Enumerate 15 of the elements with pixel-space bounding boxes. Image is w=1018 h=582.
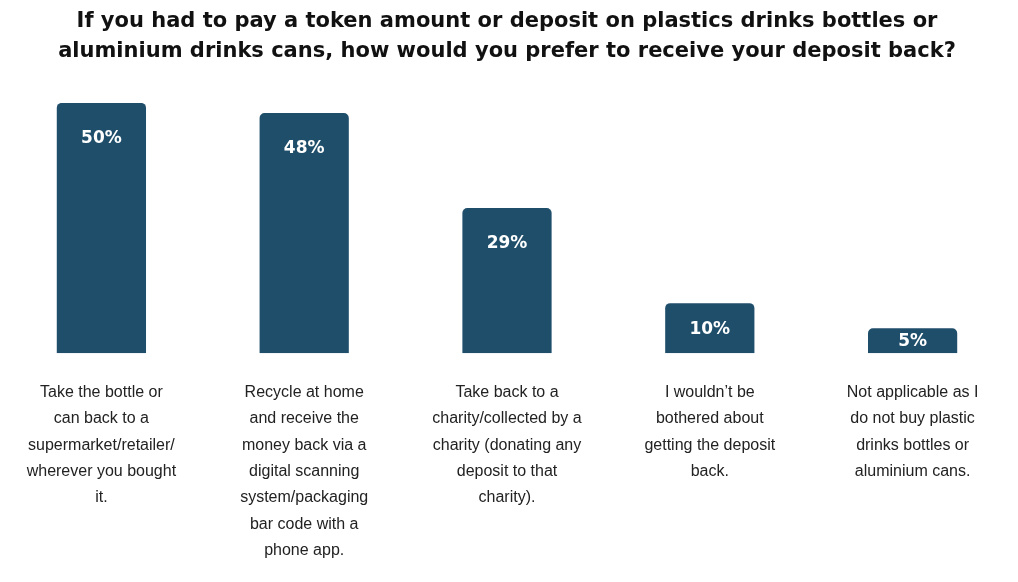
data-label: 50% [81, 127, 122, 148]
bar [56, 102, 147, 354]
x-tick-label: Recycle at home and receive the money back via a digital scanning system/packaging bar code with a phone app. [240, 382, 369, 559]
x-tick-label: Not applicable as I do not buy plastic drinks bottles or aluminium cans. [846, 382, 979, 480]
data-label: 29% [486, 232, 528, 253]
x-tick-label: Take back to a charity/collected by a charity (donating any deposit to that charity). [432, 382, 582, 506]
bar [259, 112, 349, 354]
data-label: 48% [283, 137, 325, 158]
bar [665, 303, 755, 354]
bar [462, 208, 552, 354]
data-label: 10% [689, 317, 731, 338]
x-tick-label: I wouldn’t be bothered about getting the deposit back. [644, 382, 776, 480]
chart-title: If you had to pay a token amount or deposit on plastics drinks bottles or aluminium drinks cans, how would you prefer to receive your deposit back? [58, 7, 956, 63]
x-tick-label: Take the bottle or can back to a supermarket/retailer/wherever you bought it. [25, 382, 177, 506]
data-label: 5% [898, 330, 928, 351]
